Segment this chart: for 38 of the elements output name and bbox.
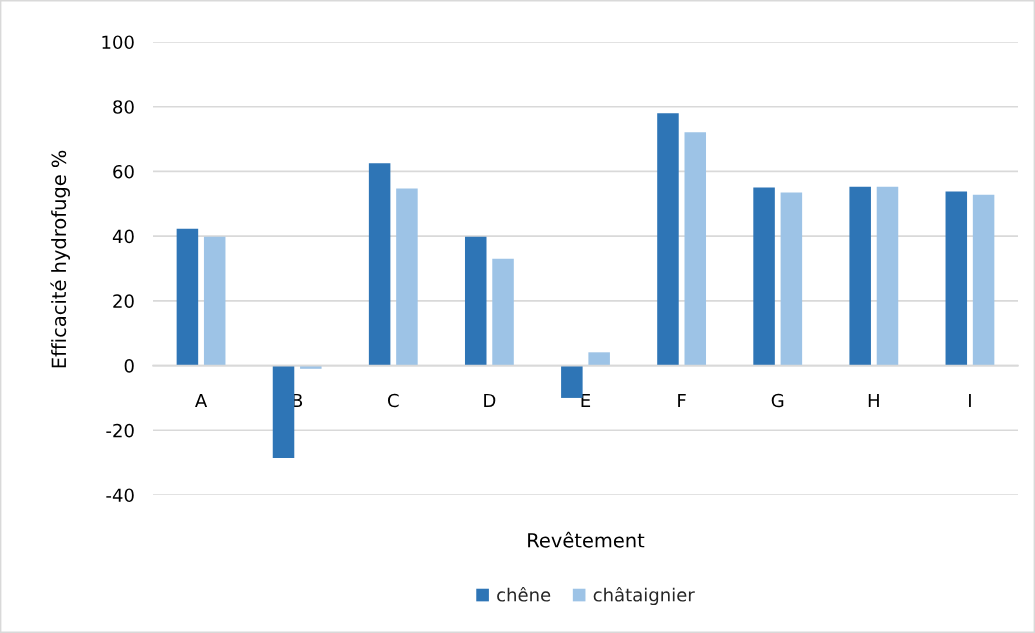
x-tick-label: C — [387, 393, 399, 408]
bar — [753, 187, 775, 366]
x-tick-label: A — [195, 393, 208, 408]
y-tick-label: 100 — [102, 35, 134, 50]
y-tick-label: 0 — [124, 359, 134, 373]
bar — [684, 132, 707, 366]
bar — [492, 258, 514, 366]
bar — [876, 186, 899, 366]
x-axis-title: Revêtement — [528, 531, 645, 548]
bar — [464, 236, 487, 366]
y-tick-label: 40 — [112, 229, 134, 244]
bar — [945, 191, 968, 366]
bar — [368, 163, 391, 366]
bar — [561, 365, 583, 398]
bar — [972, 194, 995, 366]
y-tick-label: 20 — [113, 294, 134, 308]
bar — [203, 236, 226, 366]
bar — [272, 365, 295, 459]
bar — [588, 352, 610, 366]
y-tick-label: -20 — [106, 423, 134, 438]
y-tick-label: -40 — [106, 488, 134, 503]
x-tick-label: D — [484, 393, 496, 408]
bar — [300, 365, 322, 369]
x-tick-label: H — [868, 393, 879, 408]
y-axis-title: Efficacité hydrofuge % — [50, 150, 70, 368]
bar — [849, 186, 871, 366]
bar — [176, 228, 199, 366]
legend-label: chêne — [497, 586, 551, 602]
x-tick-label: E — [581, 393, 591, 408]
x-tick-label: G — [771, 393, 784, 408]
x-tick-label: I — [969, 393, 971, 408]
bar — [780, 192, 803, 366]
y-tick-label: 80 — [113, 100, 134, 114]
y-tick-label: 60 — [113, 164, 134, 179]
x-tick-label: F — [678, 393, 686, 408]
bar — [396, 188, 418, 366]
bar — [657, 113, 679, 366]
legend-label: châtaignier — [593, 586, 695, 606]
